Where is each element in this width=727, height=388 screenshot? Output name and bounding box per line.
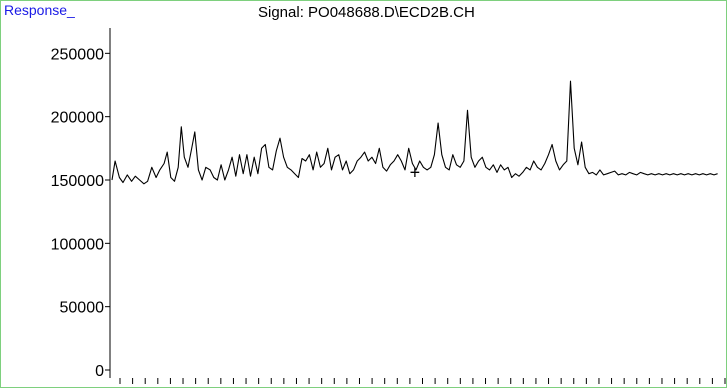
y-tick-label: 150000: [51, 173, 104, 190]
axes: 0 50000 100000 150000 200000 250000: [51, 28, 726, 384]
y-axis-label: Response_: [4, 2, 75, 18]
cursor-marker: +: [410, 162, 421, 182]
y-tick-label: 50000: [60, 300, 105, 317]
y-tick-label: 0: [95, 363, 104, 380]
plot-area: +: [111, 80, 718, 185]
y-tick-label: 100000: [51, 236, 104, 253]
chart-title: Signal: PO048688.D\ECD2B.CH: [258, 4, 475, 21]
y-tick-label: 200000: [51, 110, 104, 127]
series-line: [111, 80, 718, 185]
y-tick-label: 250000: [51, 46, 104, 63]
